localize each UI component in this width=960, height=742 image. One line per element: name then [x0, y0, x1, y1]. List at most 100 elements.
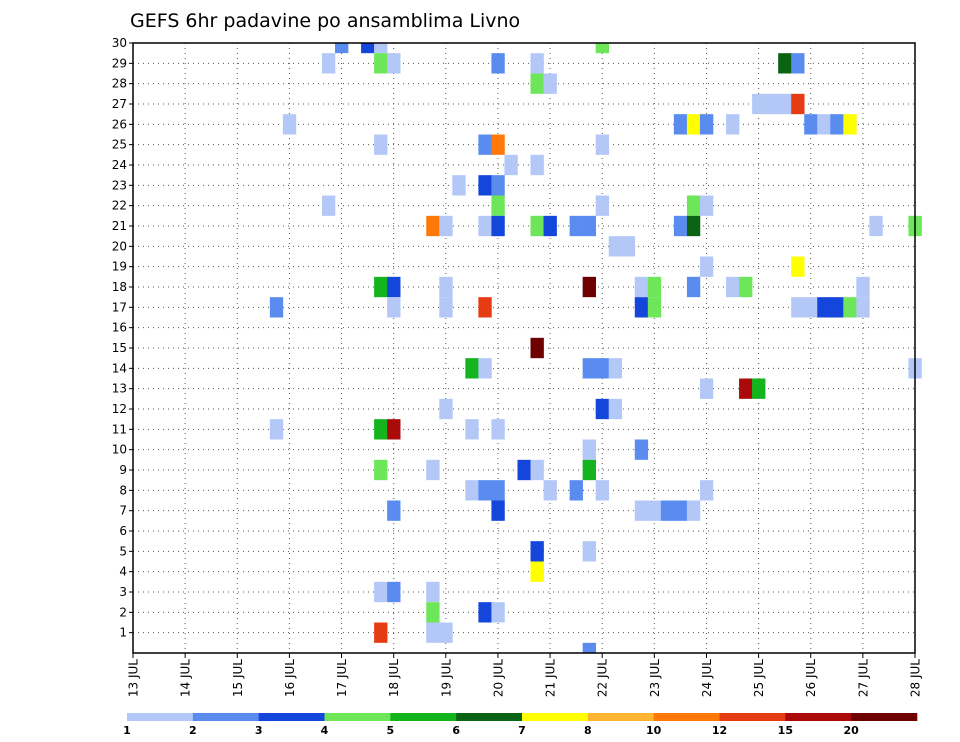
- heatmap-cell: [634, 500, 649, 521]
- heatmap-cell: [374, 53, 388, 74]
- y-tick-label: 8: [119, 483, 127, 497]
- colorbar-label: 8: [584, 724, 592, 737]
- heatmap-cell: [595, 358, 610, 379]
- heatmap-cell: [491, 419, 505, 440]
- heatmap-cell: [374, 419, 388, 440]
- heatmap-cell: [478, 358, 492, 379]
- heatmap-cell: [699, 256, 714, 277]
- heatmap-cell: [634, 297, 649, 318]
- heatmap-cell: [478, 480, 492, 501]
- heatmap-cell: [791, 93, 805, 115]
- heatmap-cell: [686, 500, 701, 521]
- colorbar-segment: [522, 713, 589, 721]
- heatmap-cell: [699, 378, 714, 399]
- heatmap-cell: [387, 53, 401, 74]
- y-tick-label: 18: [112, 280, 127, 294]
- heatmap-cell: [504, 154, 518, 176]
- heatmap-cell: [582, 276, 596, 298]
- x-tick-label: 19 JUL: [439, 659, 453, 697]
- x-tick-label: 17 JUL: [335, 659, 349, 697]
- heatmap-cell: [778, 93, 792, 115]
- colorbar-segment: [192, 713, 259, 721]
- heatmap-cell: [491, 195, 505, 216]
- y-tick-label: 27: [112, 97, 127, 111]
- x-tick-label: 23 JUL: [648, 659, 662, 697]
- heatmap-cell: [726, 276, 740, 298]
- colorbar-label: 5: [387, 724, 395, 737]
- colorbar-segment: [785, 713, 852, 721]
- heatmap-cell: [491, 602, 505, 623]
- y-tick-label: 24: [112, 158, 127, 172]
- y-tick-label: 1: [119, 626, 127, 640]
- heatmap-cell: [439, 215, 453, 237]
- heatmap-cell: [478, 215, 492, 237]
- x-tick-label: 20 JUL: [491, 659, 505, 697]
- heatmap-cell: [582, 439, 596, 460]
- x-tick-label: 26 JUL: [804, 659, 818, 697]
- heatmap-cell: [686, 215, 701, 237]
- heatmap-cell: [869, 215, 883, 237]
- y-tick-label: 2: [119, 605, 127, 619]
- heatmap-cell: [608, 398, 623, 420]
- heatmap-cell: [804, 297, 818, 318]
- heatmap-cell: [686, 114, 701, 135]
- heatmap-cell: [387, 500, 401, 521]
- x-tick-label: 16 JUL: [283, 659, 297, 697]
- heatmap-cell: [269, 297, 284, 318]
- heatmap-cell: [699, 114, 714, 135]
- y-tick-label: 11: [112, 422, 127, 436]
- heatmap-cell: [739, 276, 753, 298]
- heatmap-cell: [726, 114, 740, 135]
- heatmap-cell: [374, 622, 388, 643]
- heatmap-cell: [530, 541, 544, 562]
- heatmap-cell: [673, 500, 688, 521]
- heatmap-cell: [634, 439, 649, 460]
- heatmap-cell: [752, 378, 766, 399]
- heatmap-cell: [686, 195, 701, 216]
- y-tick-label: 4: [119, 565, 127, 579]
- heatmap-cell: [791, 53, 805, 74]
- heatmap-cell: [335, 43, 349, 54]
- colorbar-segment: [851, 713, 918, 721]
- x-tick-label: 28 JUL: [909, 659, 923, 697]
- heatmap-cell: [491, 175, 505, 196]
- y-tick-label: 5: [119, 544, 127, 558]
- heatmap-cell: [608, 236, 623, 257]
- x-tick-label: 21 JUL: [544, 659, 558, 697]
- heatmap-cell: [439, 398, 453, 420]
- heatmap-cell: [387, 419, 401, 440]
- y-tick-label: 25: [112, 138, 127, 152]
- heatmap-cell: [452, 175, 466, 196]
- colorbar-segment: [719, 713, 786, 721]
- colorbar-label: 3: [255, 724, 263, 737]
- heatmap-cell: [361, 43, 375, 54]
- heatmap-cell: [791, 297, 805, 318]
- heatmap-cell: [817, 297, 831, 318]
- heatmap-cell: [387, 297, 401, 318]
- y-tick-label: 30: [112, 36, 127, 50]
- heatmap-cell: [843, 297, 857, 318]
- heatmap-cell: [491, 215, 505, 237]
- heatmap-cell: [647, 276, 662, 298]
- heatmap-cell: [673, 215, 688, 237]
- heatmap-cell: [830, 297, 844, 318]
- y-tick-label: 23: [112, 178, 127, 192]
- colorbar-label: 2: [189, 724, 197, 737]
- heatmap-cell: [582, 642, 596, 653]
- heatmap-cell: [569, 215, 583, 237]
- heatmap-cell: [465, 419, 479, 440]
- y-tick-label: 21: [112, 219, 127, 233]
- heatmap-cell: [374, 581, 388, 603]
- heatmap-cell: [530, 154, 544, 176]
- heatmap-cell: [321, 53, 336, 74]
- x-tick-label: 25 JUL: [752, 659, 766, 697]
- y-axis: 1234567891011121314151617181920212223242…: [112, 36, 133, 640]
- heatmap-cell: [439, 622, 453, 643]
- heatmap-cell: [478, 297, 492, 318]
- y-tick-label: 12: [112, 402, 127, 416]
- heatmap-cell: [595, 134, 610, 155]
- x-tick-label: 14 JUL: [179, 659, 193, 697]
- heatmap-cell: [491, 500, 505, 521]
- heatmap-cell: [465, 480, 479, 501]
- y-tick-label: 22: [112, 199, 127, 213]
